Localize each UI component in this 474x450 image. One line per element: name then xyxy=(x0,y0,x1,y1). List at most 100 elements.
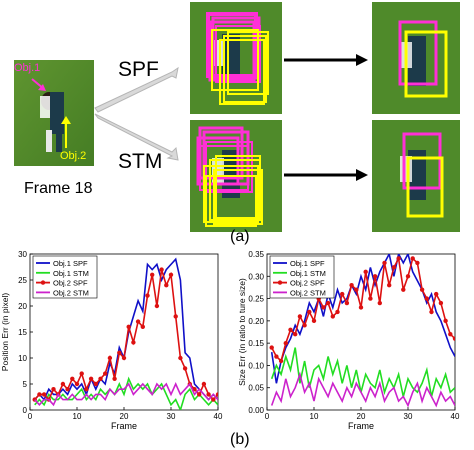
frame-18-image xyxy=(14,60,94,166)
y-axis-label: Position Err (in pixel) xyxy=(0,293,10,372)
data-point xyxy=(424,296,429,301)
stm-label: STM xyxy=(118,150,163,173)
x-tick-label: 20 xyxy=(357,412,366,421)
data-point xyxy=(51,387,56,392)
data-point xyxy=(344,300,350,306)
legend-entry: Obj.2 STM xyxy=(290,288,326,297)
position-error-chart: 0 10 20 30 40 0 5 10 15 20 25 30 Frame Position Err (… xyxy=(0,250,223,431)
data-point xyxy=(168,272,174,277)
legend-entry: Obj.1 STM xyxy=(53,269,89,278)
x-tick-label: 0 xyxy=(28,412,33,421)
series-line xyxy=(270,371,455,408)
data-point xyxy=(269,345,274,350)
data-point xyxy=(206,392,211,397)
data-point xyxy=(65,387,70,392)
series-line xyxy=(34,269,218,402)
obj1-label: Obj.1 xyxy=(14,62,41,74)
data-point xyxy=(107,355,113,361)
data-point xyxy=(358,305,364,310)
x-tick-label: 30 xyxy=(167,412,176,421)
data-point xyxy=(330,314,335,319)
series-3 xyxy=(34,382,218,407)
data-point xyxy=(182,366,188,371)
data-point xyxy=(74,381,80,387)
data-point xyxy=(297,314,303,319)
data-point xyxy=(159,267,164,272)
data-point xyxy=(405,274,411,279)
data-point xyxy=(178,355,183,361)
spf-label: SPF xyxy=(118,58,159,81)
data-point xyxy=(438,300,444,306)
data-point xyxy=(145,293,150,298)
data-point xyxy=(354,287,359,292)
size-error-chart: 0 10 20 30 40 0.00 0.05 0.10 0.15 0.20 0.25 0.30 0.3… xyxy=(237,250,460,431)
data-point xyxy=(283,340,288,346)
spf-frame-image xyxy=(190,2,282,114)
x-axis-label: Frame xyxy=(111,421,137,431)
data-point xyxy=(410,256,415,261)
legend-entry: Obj.1 STM xyxy=(290,269,326,278)
data-point xyxy=(372,274,378,279)
series-line xyxy=(270,254,455,384)
data-point xyxy=(274,354,279,359)
data-point xyxy=(173,314,178,319)
data-point xyxy=(197,392,202,397)
data-point xyxy=(302,323,307,328)
data-point xyxy=(311,318,317,324)
data-point xyxy=(215,392,218,397)
legend-entry: Obj.2 SPF xyxy=(53,279,88,288)
data-point xyxy=(363,269,368,275)
obj2-label: Obj.2 xyxy=(60,150,87,162)
x-axis-label: Frame xyxy=(348,421,374,431)
series-1 xyxy=(270,347,455,397)
data-point xyxy=(150,272,155,277)
data-point xyxy=(391,265,397,270)
data-point xyxy=(307,309,312,315)
data-point xyxy=(117,350,122,355)
data-point xyxy=(452,336,455,341)
y-tick-label: 0 xyxy=(23,406,28,415)
data-point xyxy=(140,324,145,329)
data-point xyxy=(401,287,406,292)
y-tick-label: 0.00 xyxy=(248,406,264,415)
y-tick-label: 30 xyxy=(18,250,27,259)
data-point xyxy=(98,376,103,381)
caption-b: (b) xyxy=(230,431,250,448)
data-point xyxy=(126,324,131,329)
legend-entry: Obj.2 SPF xyxy=(290,279,325,288)
y-tick-label: 0.35 xyxy=(248,250,264,259)
data-point xyxy=(429,309,434,315)
legend-marker xyxy=(40,280,46,285)
data-point xyxy=(112,376,117,381)
data-point xyxy=(448,332,453,337)
series-2 xyxy=(32,267,218,402)
x-tick-label: 10 xyxy=(73,412,82,421)
legend-marker xyxy=(277,280,283,285)
series-line xyxy=(270,255,455,363)
data-point xyxy=(211,397,216,402)
y-axis-label: Size Err (in ratio to ture size) xyxy=(237,278,247,386)
data-point xyxy=(340,291,345,297)
data-point xyxy=(278,358,284,364)
data-point xyxy=(60,381,66,387)
x-tick-label: 40 xyxy=(451,412,460,421)
data-point xyxy=(349,283,354,288)
data-point xyxy=(443,318,448,324)
data-point xyxy=(434,291,439,297)
series-line xyxy=(270,347,455,397)
data-point xyxy=(84,387,89,392)
spf-result-image xyxy=(372,2,460,114)
x-tick-label: 40 xyxy=(214,412,223,421)
data-point xyxy=(79,371,84,376)
y-tick-label: 20 xyxy=(18,302,27,311)
data-point xyxy=(70,376,75,381)
data-point xyxy=(37,392,42,397)
result-arrows xyxy=(284,54,368,181)
data-point xyxy=(415,260,420,266)
data-point xyxy=(321,305,326,310)
y-tick-label: 10 xyxy=(18,354,27,363)
caption-a: (a) xyxy=(230,228,250,245)
y-tick-label: 0.20 xyxy=(248,317,264,326)
